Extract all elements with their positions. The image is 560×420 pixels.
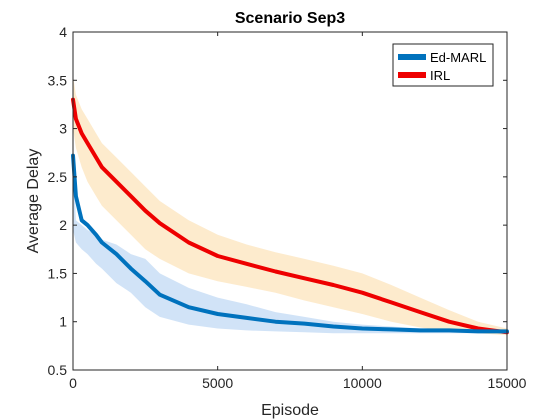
axes (72, 31, 508, 371)
series-lines (71, 97, 509, 335)
x-axis-label: Episode (261, 402, 319, 419)
line-irl (71, 97, 509, 335)
axes-box (72, 31, 508, 371)
confidence-bands (73, 75, 507, 336)
legend: Ed-MARL IRL (392, 43, 494, 87)
band-ed-marl (73, 152, 507, 334)
ticks: 0 5000 10000 15000 0.5 1 1.5 2 2.5 3 3.5 4 (48, 24, 527, 391)
legend-box (392, 43, 494, 87)
x-tick-label: 5000 (202, 375, 233, 391)
y-tick-label: 1.5 (48, 265, 68, 281)
x-tick-label: 0 (69, 375, 77, 391)
y-tick-label: 3.5 (48, 72, 68, 88)
legend-label-ed-marl: Ed-MARL (430, 50, 486, 65)
line-ed-marl (71, 153, 509, 334)
y-tick-label: 3 (59, 121, 67, 137)
y-axis-label: Average Delay (25, 149, 42, 254)
y-tick-label: 2.5 (48, 169, 68, 185)
x-tick-label: 15000 (488, 375, 527, 391)
y-tick-label: 0.5 (48, 362, 68, 378)
band-irl (73, 75, 507, 336)
x-tick-label: 10000 (343, 375, 382, 391)
chart-title: Scenario Sep3 (235, 10, 345, 27)
y-tick-label: 2 (59, 217, 67, 233)
legend-label-irl: IRL (430, 68, 450, 83)
y-tick-label: 4 (59, 24, 67, 40)
y-tick-label: 1 (59, 314, 67, 330)
